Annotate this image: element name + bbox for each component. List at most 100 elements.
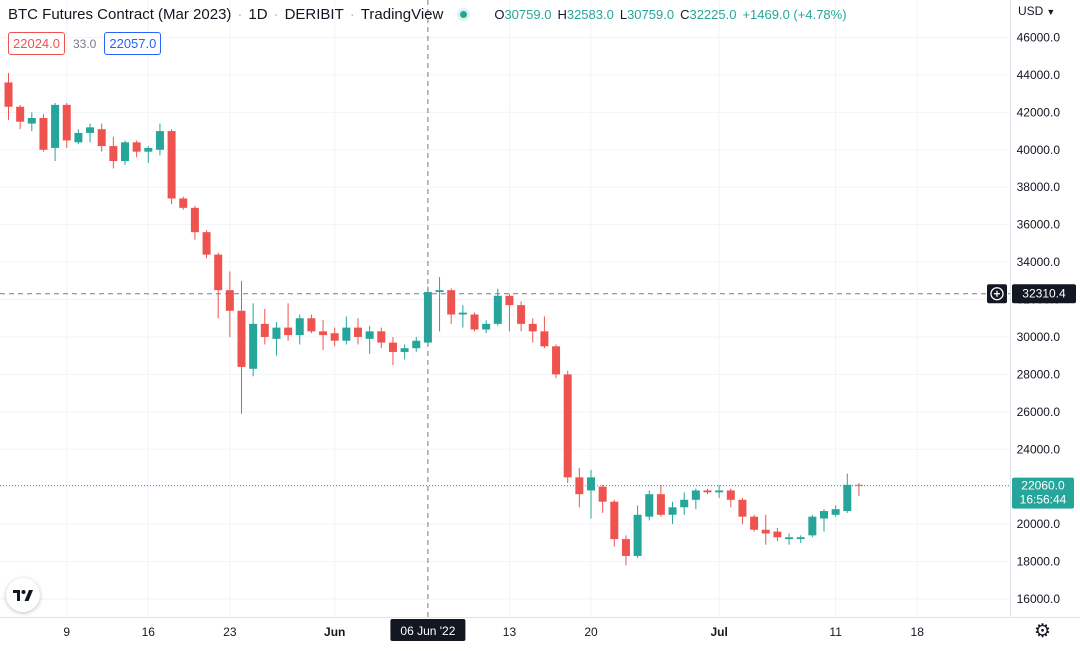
last-price-label: 22060.0 16:56:44 <box>1012 477 1074 509</box>
price-axis[interactable]: 16000.018000.020000.022000.024000.026000… <box>1017 31 1061 607</box>
last-price-value: 22060.0 <box>1021 479 1065 493</box>
close-value: 32225.0 <box>689 7 737 22</box>
candles <box>4 73 863 566</box>
candle-body <box>633 514 642 556</box>
tradingview-logo-glyph <box>13 589 33 601</box>
close-key: C <box>680 7 690 22</box>
candle-body <box>773 531 782 538</box>
y-tick-label: 42000.0 <box>1017 105 1061 119</box>
change-value: +1469.0 (+4.78%) <box>742 7 847 22</box>
candle-body <box>738 499 747 517</box>
y-tick-label: 18000.0 <box>1017 555 1061 569</box>
candle-body <box>703 490 712 493</box>
y-tick-label: 30000.0 <box>1017 330 1061 344</box>
candle-body <box>4 82 13 107</box>
candle-body <box>796 537 805 540</box>
candle-body <box>750 516 759 530</box>
symbol-title[interactable]: BTC Futures Contract (Mar 2023) <box>8 6 232 23</box>
y-tick-label: 44000.0 <box>1017 68 1061 82</box>
candle-body <box>307 318 316 332</box>
candle-body <box>39 117 48 150</box>
candle-body <box>656 494 665 515</box>
ohlc-values: O30759.0 H32583.0 L30759.0 C32225.0 +146… <box>494 7 846 22</box>
candle-body <box>132 142 141 152</box>
y-tick-label: 16000.0 <box>1017 592 1061 606</box>
candle-body <box>505 295 514 306</box>
candle-body <box>214 254 223 291</box>
candle-body <box>62 104 71 141</box>
candle-body <box>482 323 491 330</box>
candle-body <box>691 490 700 500</box>
candle-body <box>412 340 421 349</box>
chevron-down-icon: ▼ <box>1046 7 1056 17</box>
spread-value: 33.0 <box>73 36 97 51</box>
candle-body <box>249 323 258 369</box>
candle-body <box>587 477 595 491</box>
tradingview-logo-icon[interactable] <box>6 578 40 612</box>
candle-body <box>761 529 770 534</box>
candle-body <box>435 290 444 293</box>
candle-body <box>598 486 607 502</box>
crosshair-price-label: 32310.4 <box>1012 284 1076 304</box>
gear-icon[interactable]: ⚙ <box>1034 621 1052 642</box>
open-key: O <box>494 7 505 22</box>
candle-body <box>330 333 339 341</box>
candle-body <box>284 327 293 336</box>
candle-body <box>785 537 794 540</box>
candle-body <box>400 348 409 352</box>
candle-body <box>51 104 60 148</box>
candle-body <box>831 509 840 515</box>
candle-body <box>16 106 25 122</box>
y-tick-label: 36000.0 <box>1017 218 1061 232</box>
x-tick-label: Jul <box>710 625 727 639</box>
candle-body <box>295 318 304 336</box>
y-tick-label: 46000.0 <box>1017 31 1061 45</box>
candle-body <box>377 331 386 343</box>
x-tick-label: 9 <box>63 625 70 639</box>
market-status-icon[interactable] <box>457 8 471 21</box>
candle-body <box>726 490 735 500</box>
y-tick-label: 38000.0 <box>1017 180 1061 194</box>
candle-body <box>109 146 118 162</box>
candle-body <box>458 312 467 315</box>
candle-body <box>668 507 677 515</box>
candle-body <box>225 290 234 311</box>
x-tick-label: Jun <box>324 625 345 639</box>
candle-body <box>610 501 619 540</box>
candle-body <box>190 207 199 233</box>
candle-body <box>237 310 246 367</box>
candle-body <box>528 323 537 332</box>
plus-circle-icon[interactable] <box>987 284 1007 304</box>
y-tick-label: 28000.0 <box>1017 367 1061 381</box>
currency-selector[interactable]: USD ▼ <box>1018 4 1055 18</box>
grid <box>0 0 1010 617</box>
candle-body <box>552 346 561 375</box>
buy-price-button[interactable]: 22057.0 <box>104 32 162 55</box>
candle-body <box>621 539 630 556</box>
candle-body <box>155 131 164 150</box>
x-tick-label: 23 <box>223 625 237 639</box>
candle-body <box>342 327 351 341</box>
candle-body <box>493 295 502 324</box>
candle-body <box>680 499 689 508</box>
candle-body <box>645 494 654 517</box>
candle-body <box>563 374 572 478</box>
time-axis[interactable]: May91623Jun1320Jul1118 <box>0 625 924 639</box>
chart-legend: BTC Futures Contract (Mar 2023) · 1D · D… <box>8 6 847 23</box>
candle-body <box>202 232 211 255</box>
sell-price-button[interactable]: 22024.0 <box>8 32 65 55</box>
last-price-label-bg <box>1012 477 1074 509</box>
candle-body <box>179 198 188 208</box>
interval-label[interactable]: 1D <box>248 6 268 23</box>
x-tick-label: 13 <box>503 625 517 639</box>
candle-body <box>808 516 817 536</box>
candle-body <box>354 327 362 337</box>
crosshair-date-label: 06 Jun '22 <box>390 619 466 641</box>
low-value: 30759.0 <box>627 7 675 22</box>
crosshair-date-value: 06 Jun '22 <box>400 624 455 638</box>
candle-body <box>447 290 456 315</box>
legend-separator: · <box>273 6 279 23</box>
candle-body <box>540 331 549 347</box>
candle-body <box>97 129 106 147</box>
